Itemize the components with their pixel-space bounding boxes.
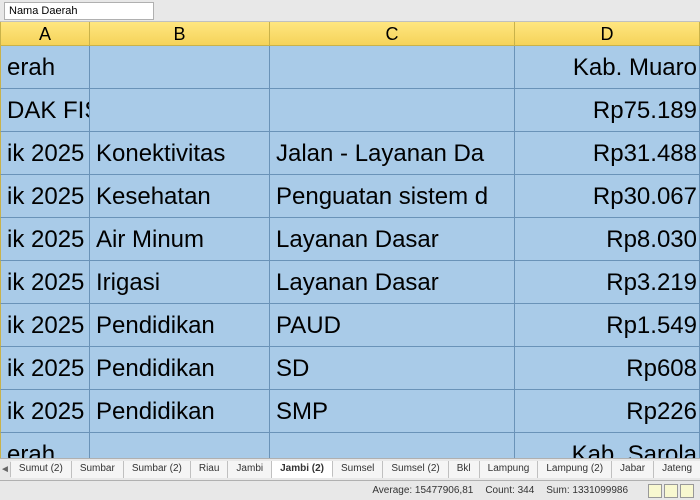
cell[interactable]: Rp75.189	[515, 89, 700, 132]
cell[interactable]: Rp3.219	[515, 261, 700, 304]
cell[interactable]: Rp1.549	[515, 304, 700, 347]
table-row: ik 2025KonektivitasJalan - Layanan DaRp3…	[0, 132, 700, 175]
view-page-icon[interactable]	[664, 484, 678, 498]
sheet-tab[interactable]: Sumbar	[72, 461, 124, 478]
name-box-input[interactable]	[4, 2, 154, 20]
cell[interactable]	[90, 89, 270, 132]
table-row: ik 2025PendidikanSMPRp226	[0, 390, 700, 433]
cell[interactable]: Konektivitas	[90, 132, 270, 175]
cell[interactable]: Kab. Muaro	[515, 46, 700, 89]
cell[interactable]: Layanan Dasar	[270, 218, 515, 261]
cell[interactable]: Layanan Dasar	[270, 261, 515, 304]
sheet-tab[interactable]: Sumbar (2)	[124, 461, 191, 478]
status-bar: Average: 15477906,81 Count: 344 Sum: 133…	[0, 480, 700, 500]
column-headers: A B C D	[0, 22, 700, 46]
cell[interactable]: Rp31.488	[515, 132, 700, 175]
sheet-tab[interactable]: Sumsel (2)	[383, 461, 448, 478]
table-row: ik 2025KesehatanPenguatan sistem dRp30.0…	[0, 175, 700, 218]
status-average: Average: 15477906,81	[372, 485, 473, 496]
sheet-tab[interactable]: Riau	[191, 461, 229, 478]
grid-body: erahKab. MuaroDAK FISIKRp75.189ik 2025Ko…	[0, 46, 700, 476]
cell[interactable]: SMP	[270, 390, 515, 433]
sheet-tab[interactable]: Jateng	[654, 461, 700, 478]
table-row: ik 2025PendidikanPAUDRp1.549	[0, 304, 700, 347]
table-row: ik 2025IrigasiLayanan DasarRp3.219	[0, 261, 700, 304]
view-break-icon[interactable]	[680, 484, 694, 498]
cell[interactable]: ik 2025	[0, 218, 90, 261]
sheet-tab[interactable]: Sumsel	[333, 461, 383, 478]
cell[interactable]: PAUD	[270, 304, 515, 347]
view-icons	[648, 484, 694, 498]
cell[interactable]: Pendidikan	[90, 304, 270, 347]
cell[interactable]: Pendidikan	[90, 347, 270, 390]
cell[interactable]: Jalan - Layanan Da	[270, 132, 515, 175]
status-count: Count: 344	[485, 485, 534, 496]
spreadsheet-grid: A B C D erahKab. MuaroDAK FISIKRp75.189i…	[0, 22, 700, 478]
col-header-c[interactable]: C	[270, 22, 515, 46]
col-header-a[interactable]: A	[0, 22, 90, 46]
cell[interactable]: Rp30.067	[515, 175, 700, 218]
cell[interactable]: ik 2025	[0, 304, 90, 347]
table-row: ik 2025PendidikanSDRp608	[0, 347, 700, 390]
view-normal-icon[interactable]	[648, 484, 662, 498]
cell[interactable]: ik 2025	[0, 175, 90, 218]
cell[interactable]	[270, 89, 515, 132]
status-sum: Sum: 1331099986	[546, 485, 628, 496]
table-row: ik 2025Air MinumLayanan DasarRp8.030	[0, 218, 700, 261]
sheet-tab-bar: ◄ Sumut (2)SumbarSumbar (2)RiauJambiJamb…	[0, 458, 700, 480]
cell[interactable]	[90, 46, 270, 89]
cell[interactable]: Pendidikan	[90, 390, 270, 433]
col-header-d[interactable]: D	[515, 22, 700, 46]
cell[interactable]: erah	[0, 46, 90, 89]
cell[interactable]: Rp226	[515, 390, 700, 433]
cell[interactable]: Irigasi	[90, 261, 270, 304]
cell[interactable]: Kesehatan	[90, 175, 270, 218]
sheet-tab[interactable]: Bkl	[449, 461, 480, 478]
sheet-tab[interactable]: Jambi (2)	[272, 461, 333, 478]
col-header-b[interactable]: B	[90, 22, 270, 46]
formula-bar	[0, 0, 700, 22]
cell[interactable]: DAK FISIK	[0, 89, 90, 132]
cell[interactable]	[270, 46, 515, 89]
sheet-tab[interactable]: Jabar	[612, 461, 654, 478]
table-row: DAK FISIK Rp75.189	[0, 89, 700, 132]
cell[interactable]: ik 2025	[0, 390, 90, 433]
cell[interactable]: ik 2025	[0, 261, 90, 304]
cell[interactable]: SD	[270, 347, 515, 390]
cell[interactable]: Penguatan sistem d	[270, 175, 515, 218]
cell[interactable]: ik 2025	[0, 132, 90, 175]
sheet-tab[interactable]: Lampung (2)	[538, 461, 612, 478]
sheet-tab[interactable]: Jambi	[228, 461, 272, 478]
cell[interactable]: Rp8.030	[515, 218, 700, 261]
sheet-tab[interactable]: Sumut (2)	[11, 461, 72, 478]
cell[interactable]: ik 2025	[0, 347, 90, 390]
cell[interactable]: Air Minum	[90, 218, 270, 261]
tab-scroll-left-icon[interactable]: ◄	[0, 462, 11, 477]
cell[interactable]: Rp608	[515, 347, 700, 390]
sheet-tab[interactable]: Lampung	[480, 461, 539, 478]
table-row: erah Kab. Muaro	[0, 46, 700, 89]
